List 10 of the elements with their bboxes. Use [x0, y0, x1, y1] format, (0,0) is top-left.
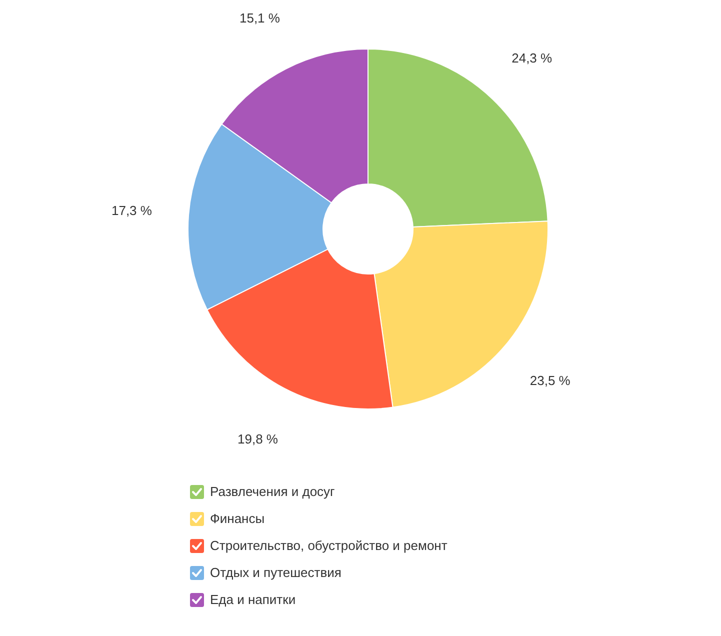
- legend-label: Строительство, обустройство и ремонт: [210, 538, 448, 553]
- legend-label: Развлечения и досуг: [210, 484, 335, 499]
- data-label: 23,5 %: [530, 373, 571, 388]
- legend-label: Еда и напитки: [210, 592, 296, 607]
- legend-label: Финансы: [210, 511, 265, 526]
- data-label: 24,3 %: [512, 50, 553, 66]
- data-label: 15,1 %: [240, 10, 280, 26]
- data-label: 17,3 %: [111, 202, 152, 218]
- legend-label: Отдых и путешествия: [210, 565, 342, 580]
- data-label: 19,8 %: [238, 431, 278, 446]
